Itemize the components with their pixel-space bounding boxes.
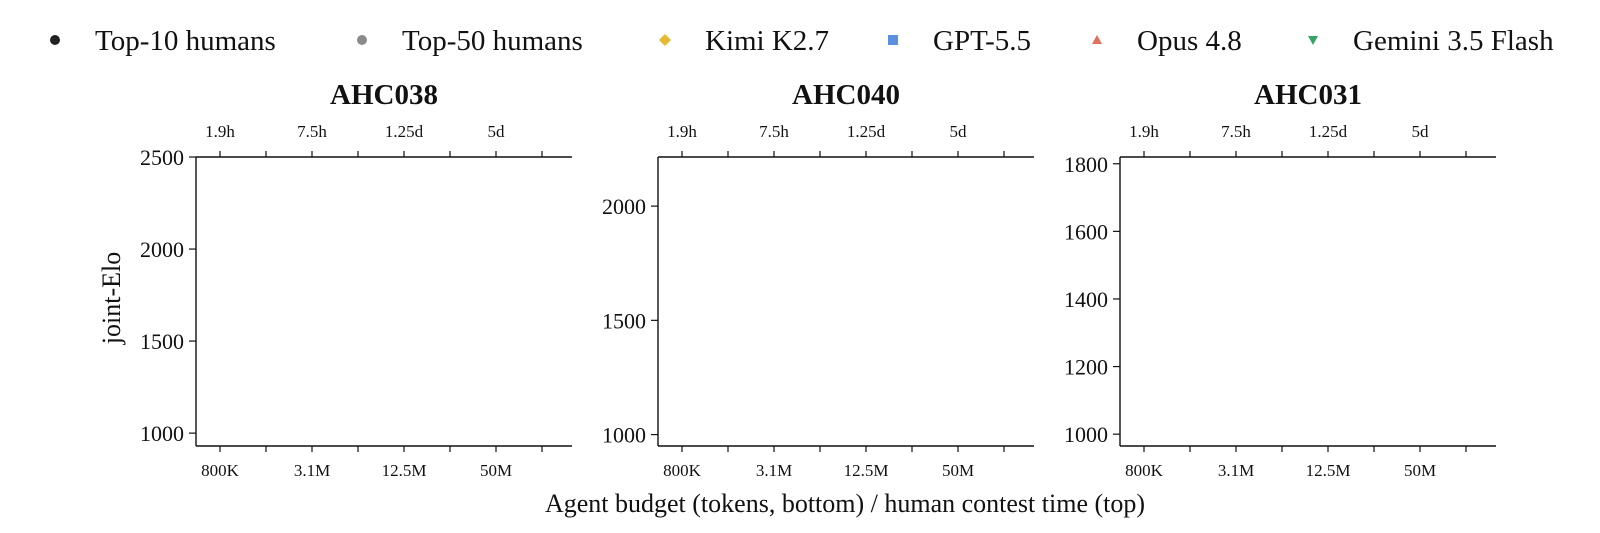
legend-marker-2 — [659, 34, 671, 46]
top-tick-label: 5d — [950, 122, 968, 141]
bottom-tick-label: 50M — [942, 461, 974, 480]
y-tick-label: 2000 — [140, 237, 184, 262]
x-axis-label: Agent budget (tokens, bottom) / human co… — [545, 489, 1145, 518]
legend-marker-4 — [1092, 35, 1102, 44]
bottom-tick-label: 800K — [663, 461, 702, 480]
legend-label-2: Kimi K2.7 — [705, 25, 829, 57]
top-tick-label: 1.25d — [385, 122, 424, 141]
bottom-tick-label: 800K — [201, 461, 240, 480]
bottom-tick-label: 3.1M — [294, 461, 330, 480]
y-tick-label: 1000 — [1064, 422, 1108, 447]
y-tick-label: 1800 — [1064, 152, 1108, 177]
bottom-tick-label: 3.1M — [756, 461, 792, 480]
top-tick-label: 1.25d — [1309, 122, 1348, 141]
legend-label-5: Gemini 3.5 Flash — [1353, 25, 1554, 57]
bottom-tick-label: 800K — [1125, 461, 1164, 480]
top-tick-label: 1.9h — [1129, 122, 1159, 141]
bottom-tick-label: 50M — [1404, 461, 1436, 480]
legend: Top-10 humans Top-50 humans Kimi K2.7 GPT-5… — [50, 25, 1554, 57]
y-tick-label: 1200 — [1064, 355, 1108, 380]
top-tick-label: 7.5h — [759, 122, 789, 141]
bottom-tick-label: 3.1M — [1218, 461, 1254, 480]
panel-title: AHC040 — [792, 79, 900, 111]
legend-label-4: Opus 4.8 — [1137, 25, 1242, 57]
top-tick-label: 7.5h — [297, 122, 327, 141]
panel-2: AHC040 1.9h 7.5h 1.25d 5d 800K 3.1M 12.5M 50M 100… — [602, 79, 1034, 480]
y-tick-label: 1500 — [140, 329, 184, 354]
bottom-tick-label: 50M — [480, 461, 512, 480]
top-tick-label: 7.5h — [1221, 122, 1251, 141]
top-tick-label: 5d — [1412, 122, 1430, 141]
y-axis-label: joint-Elo — [97, 252, 126, 345]
legend-label-1: Top-50 humans — [402, 25, 583, 57]
y-tick-label: 1400 — [1064, 287, 1108, 312]
panel-title: AHC031 — [1254, 79, 1362, 111]
bottom-tick-label: 12.5M — [382, 461, 427, 480]
top-tick-label: 1.9h — [667, 122, 697, 141]
legend-marker-3 — [888, 35, 898, 45]
panel-title: AHC038 — [330, 79, 438, 111]
legend-marker-0 — [50, 35, 60, 45]
y-tick-label: 2000 — [602, 194, 646, 219]
bottom-tick-label: 12.5M — [1306, 461, 1351, 480]
y-tick-label: 1000 — [140, 421, 184, 446]
y-tick-label: 1500 — [602, 308, 646, 333]
legend-marker-5 — [1308, 36, 1318, 45]
bottom-tick-label: 12.5M — [844, 461, 889, 480]
top-tick-label: 1.25d — [847, 122, 886, 141]
top-tick-label: 5d — [488, 122, 506, 141]
top-tick-label: 1.9h — [205, 122, 235, 141]
chart-panels: AHC038 1.9h 7.5h 1.25d 5d 800K 3.1M 12.5M 50M 100… — [140, 79, 1496, 480]
legend-marker-1 — [357, 35, 367, 45]
legend-label-0: Top-10 humans — [95, 25, 276, 57]
y-tick-label: 1000 — [602, 423, 646, 448]
legend-label-3: GPT-5.5 — [933, 25, 1031, 57]
y-tick-label: 1600 — [1064, 219, 1108, 244]
y-tick-label: 2500 — [140, 145, 184, 170]
panel-3: AHC031 1.9h 7.5h 1.25d 5d 800K 3.1M 12.5M 50M 100… — [1064, 79, 1496, 480]
panel-1: AHC038 1.9h 7.5h 1.25d 5d 800K 3.1M 12.5M 50M 100… — [140, 79, 572, 480]
